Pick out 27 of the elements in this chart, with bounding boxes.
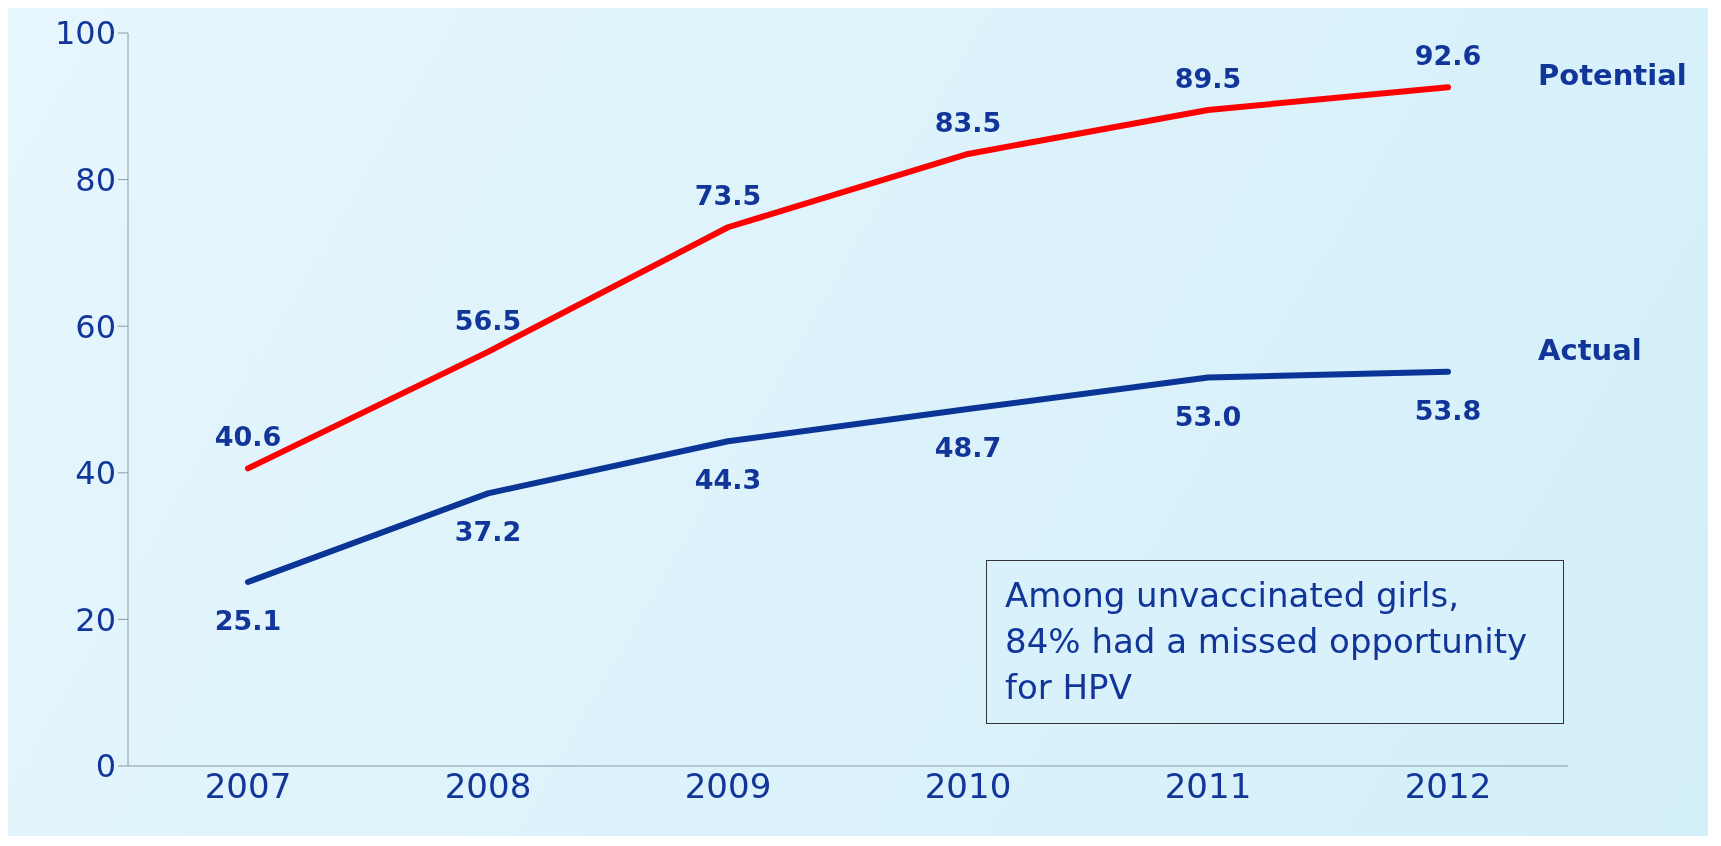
data-label: 44.3 bbox=[694, 464, 762, 496]
x-tick-label: 2011 bbox=[1164, 766, 1252, 807]
y-tick-label: 20 bbox=[75, 600, 116, 639]
data-label: 53.0 bbox=[1174, 400, 1242, 432]
y-tick-label: 100 bbox=[54, 14, 116, 53]
data-label: 56.5 bbox=[454, 304, 522, 336]
y-tick-label: 80 bbox=[75, 160, 116, 199]
data-label: 53.8 bbox=[1414, 394, 1482, 426]
y-tick-label: 40 bbox=[75, 454, 116, 493]
x-tick-label: 2008 bbox=[444, 766, 532, 807]
x-tick-label: 2012 bbox=[1404, 766, 1492, 807]
data-label: 89.5 bbox=[1174, 62, 1242, 94]
text: Potential bbox=[1538, 58, 1687, 93]
x-tick-label: 2007 bbox=[204, 766, 292, 807]
data-label: 73.5 bbox=[694, 180, 762, 212]
text: Actual bbox=[1538, 332, 1642, 367]
x-tick-label: 2009 bbox=[684, 766, 772, 807]
data-label: 25.1 bbox=[214, 605, 282, 637]
data-label: 37.2 bbox=[454, 516, 522, 548]
y-tick-label: 0 bbox=[95, 747, 116, 786]
annotation: Among unvaccinated girls, 84% had a missed opportunity for HPV bbox=[986, 560, 1564, 724]
y-tick-label: 60 bbox=[75, 307, 116, 346]
data-label: 48.7 bbox=[934, 432, 1002, 464]
data-label: 83.5 bbox=[934, 106, 1002, 138]
data-label: 40.6 bbox=[214, 421, 282, 453]
x-tick-label: 2010 bbox=[924, 766, 1012, 807]
data-label: 92.6 bbox=[1414, 40, 1482, 72]
